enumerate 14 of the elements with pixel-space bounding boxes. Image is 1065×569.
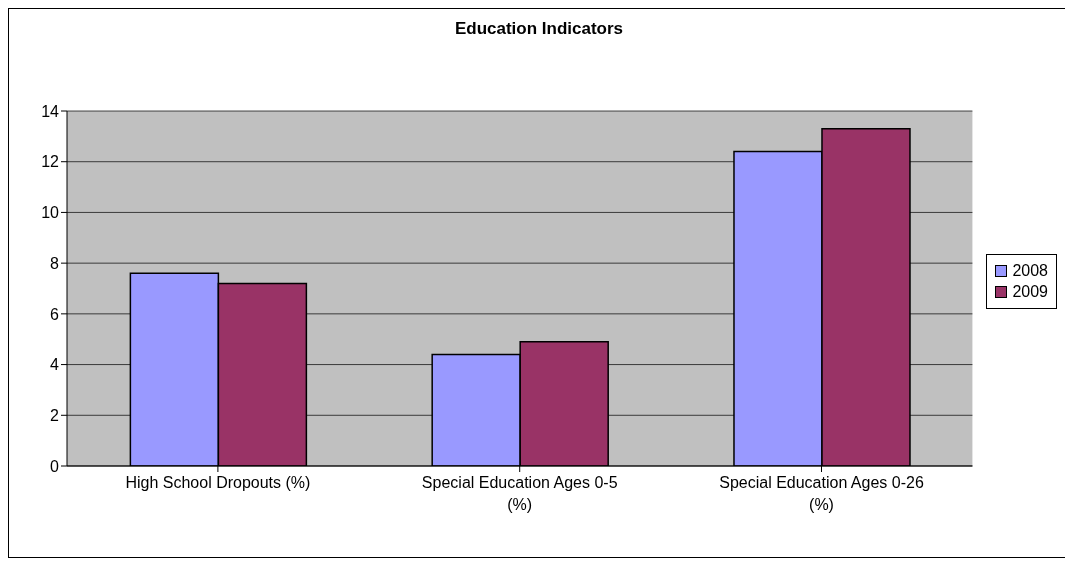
x-tick-label: High School Dropouts (%): [125, 474, 311, 491]
y-tick-label: 12: [41, 153, 60, 171]
y-tick-label: 8: [50, 254, 60, 272]
legend-label: 2008: [1012, 262, 1048, 280]
y-tick-label: 14: [41, 102, 60, 120]
y-tick-label: 0: [50, 457, 60, 475]
y-tick-label: 2: [50, 406, 60, 424]
x-tick-label: Special Education Ages 0-5 (%): [421, 474, 618, 513]
y-tick-label: 10: [41, 204, 60, 222]
chart-title: Education Indicators: [453, 19, 625, 39]
legend-label: 2009: [1012, 283, 1048, 301]
y-tick-label: 6: [50, 305, 60, 323]
y-tick-label: 4: [50, 356, 60, 374]
x-tick-label: Special Education Ages 0-26 (%): [719, 474, 924, 513]
